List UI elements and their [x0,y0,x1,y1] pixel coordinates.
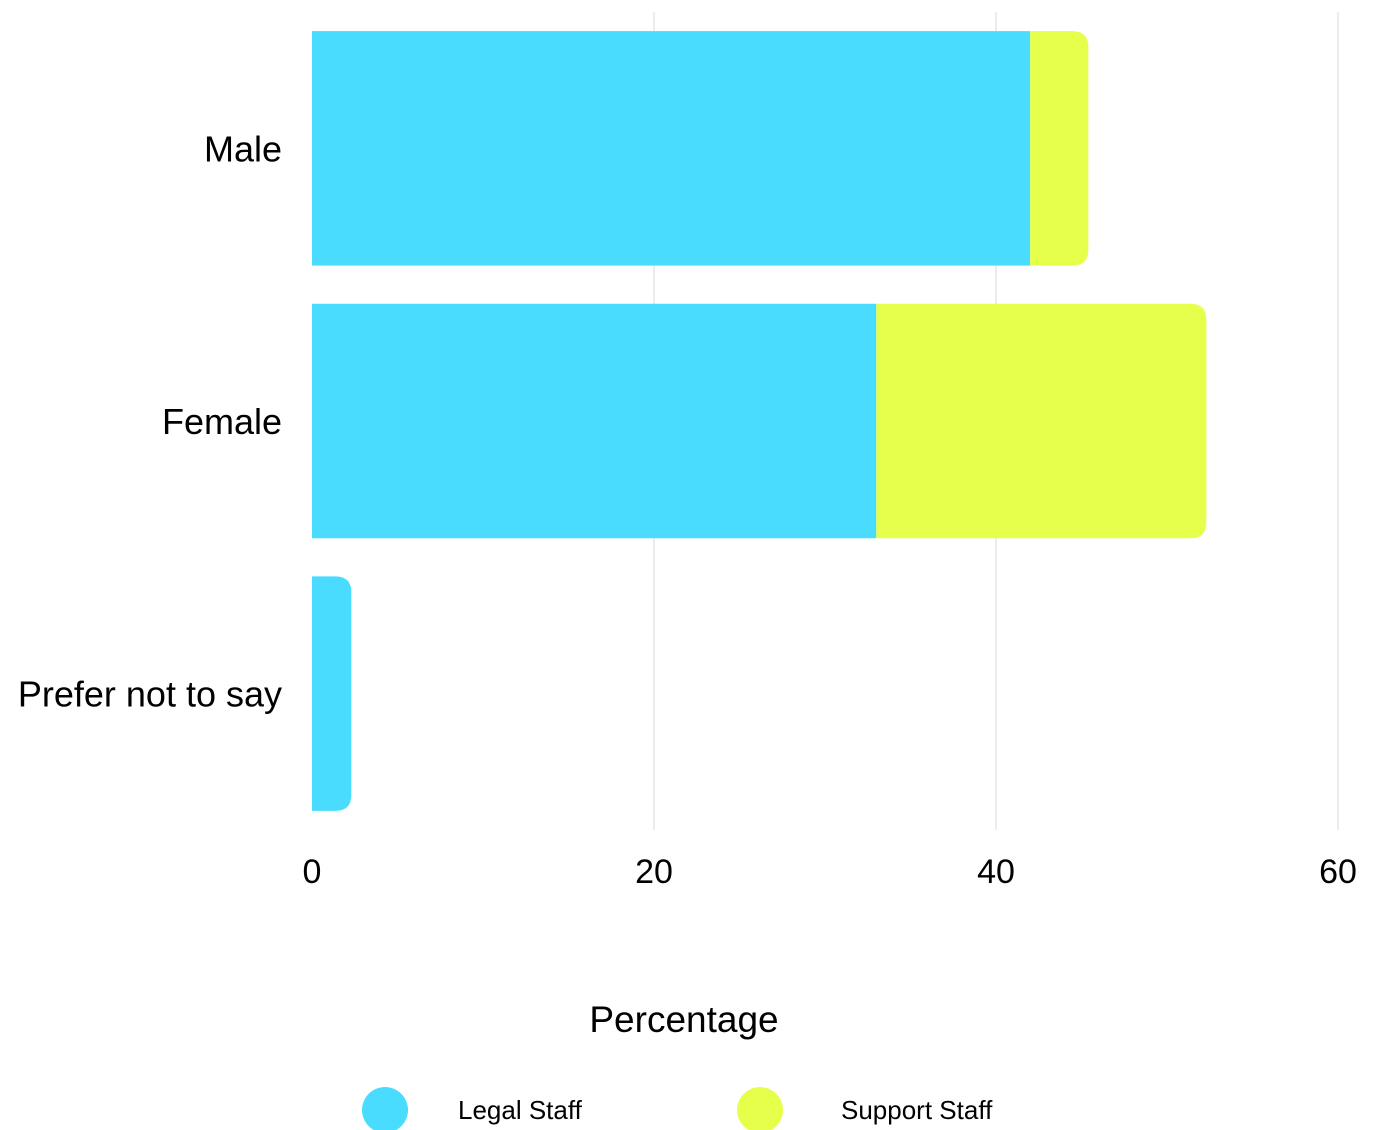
bar-female-support-staff [876,303,1207,539]
bar-male-support-staff [1030,31,1089,266]
legend-swatch-legal-staff [362,1087,408,1130]
x-axis-title: Percentage [589,999,778,1040]
x-tick-label-0: 0 [303,853,322,891]
x-tick-labels: 0 20 40 60 [303,853,1357,891]
bar-male-legal-staff [312,31,1031,266]
legend-label-support-staff: Support Staff [841,1095,993,1125]
x-tick-label-20: 20 [635,853,673,891]
bars [312,31,1207,811]
x-tick-label-60: 60 [1319,853,1357,891]
legend: Legal Staff Support Staff [362,1087,993,1130]
legend-label-legal-staff: Legal Staff [458,1095,583,1125]
bar-prefer-not-to-say-legal-staff [312,576,352,811]
bar-female-legal-staff [312,303,877,539]
category-label-male: Male [204,128,282,169]
category-labels: Male Female Prefer not to say [18,128,282,714]
category-label-female: Female [162,401,282,442]
x-tick-label-40: 40 [977,853,1015,891]
legend-swatch-support-staff [737,1087,783,1130]
category-label-prefer-not-to-say: Prefer not to say [18,674,282,715]
